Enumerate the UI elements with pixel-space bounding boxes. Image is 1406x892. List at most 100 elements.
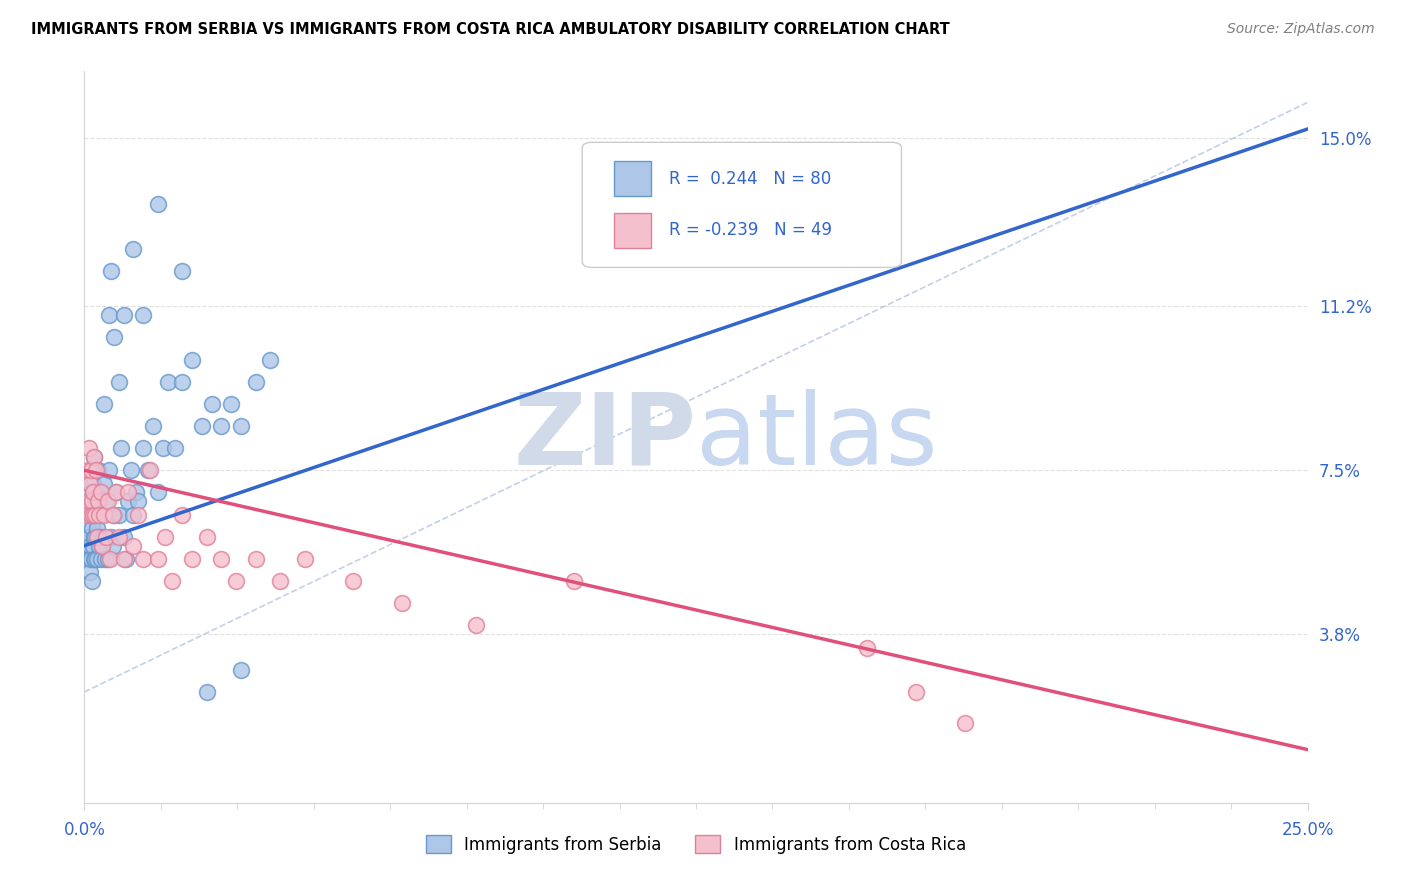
Point (76, 539, 98, 553)
Point (120, 463, 142, 477)
Point (195, 530, 218, 544)
Point (163, 441, 186, 455)
Point (83, 530, 105, 544)
Point (245, 375, 267, 389)
Point (101, 508, 124, 522)
Point (162, 574, 184, 589)
Point (86, 552, 108, 566)
Point (97, 308, 120, 322)
Point (122, 242, 145, 256)
Point (91, 539, 114, 553)
Point (181, 352, 204, 367)
Point (259, 352, 281, 367)
Point (245, 552, 267, 566)
Point (91, 539, 114, 553)
FancyBboxPatch shape (614, 161, 651, 196)
Point (115, 552, 138, 566)
Point (136, 463, 159, 477)
Point (82, 508, 104, 522)
Point (172, 264, 194, 278)
Point (146, 485, 169, 500)
Point (181, 552, 204, 566)
Point (79, 476, 101, 491)
Point (107, 530, 129, 544)
Point (142, 419, 165, 434)
Point (117, 494, 139, 508)
Point (77, 485, 100, 500)
Point (79, 508, 101, 522)
Point (80, 494, 103, 508)
Point (562, 574, 585, 589)
Point (84, 463, 107, 477)
Point (146, 197, 169, 211)
Point (84, 552, 107, 566)
Point (112, 552, 135, 566)
Point (93, 476, 115, 491)
Point (89, 485, 111, 500)
Point (86, 463, 108, 477)
Point (77, 552, 100, 566)
Point (77, 494, 100, 508)
FancyBboxPatch shape (614, 212, 651, 248)
Point (84, 508, 107, 522)
Point (76, 508, 98, 522)
Point (100, 530, 122, 544)
Point (294, 552, 316, 566)
Point (152, 441, 174, 455)
Point (103, 508, 125, 522)
Point (82, 539, 104, 553)
Point (127, 508, 149, 522)
Point (82, 485, 104, 500)
Point (117, 485, 139, 500)
Point (82, 508, 104, 522)
Point (76, 530, 98, 544)
Point (132, 308, 155, 322)
Point (84, 494, 107, 508)
FancyBboxPatch shape (582, 143, 901, 268)
Point (105, 485, 128, 500)
Point (200, 397, 222, 411)
Point (80, 463, 103, 477)
Point (93, 397, 115, 411)
Point (156, 375, 179, 389)
Point (172, 508, 194, 522)
Point (77, 463, 100, 477)
Point (101, 539, 124, 553)
Point (98, 552, 121, 566)
Legend: Immigrants from Serbia, Immigrants from Costa Rica: Immigrants from Serbia, Immigrants from … (419, 829, 973, 860)
Point (89, 552, 111, 566)
Point (83, 530, 105, 544)
Point (342, 574, 364, 589)
Point (953, 716, 976, 731)
Point (82, 574, 104, 589)
Point (97, 552, 120, 566)
Point (97, 494, 120, 508)
Point (91, 530, 114, 544)
Point (122, 508, 145, 522)
Point (94, 552, 117, 566)
Point (146, 552, 169, 566)
Point (139, 463, 162, 477)
Point (269, 574, 291, 589)
Point (94, 530, 117, 544)
Point (107, 375, 129, 389)
Point (83, 450, 105, 464)
Point (90, 508, 112, 522)
Point (107, 508, 129, 522)
Text: IMMIGRANTS FROM SERBIA VS IMMIGRANTS FROM COSTA RICA AMBULATORY DISABILITY CORRE: IMMIGRANTS FROM SERBIA VS IMMIGRANTS FRO… (31, 22, 949, 37)
Point (80, 552, 103, 566)
Point (82, 476, 104, 491)
Point (83, 450, 105, 464)
Point (153, 530, 176, 544)
Point (856, 640, 879, 655)
Point (87, 508, 110, 522)
Text: R = -0.239   N = 49: R = -0.239 N = 49 (669, 221, 832, 239)
Point (96, 494, 118, 508)
Point (86, 521, 108, 535)
Point (77, 441, 100, 455)
Point (172, 375, 194, 389)
Point (112, 530, 135, 544)
Point (225, 574, 247, 589)
Point (229, 419, 252, 434)
Point (112, 308, 135, 322)
